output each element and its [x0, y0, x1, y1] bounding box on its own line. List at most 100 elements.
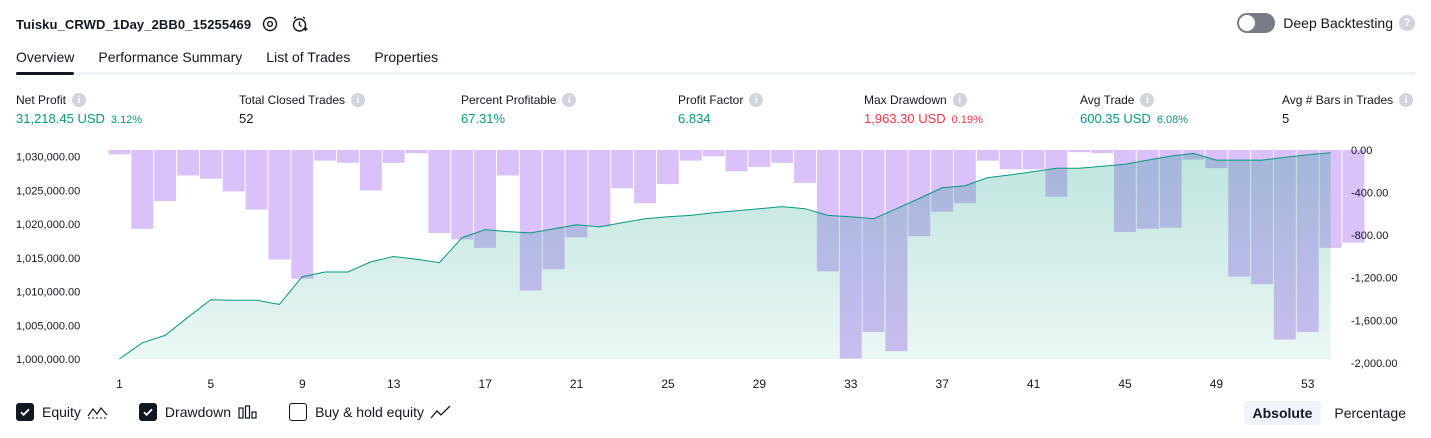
drawdown-bar — [405, 150, 428, 154]
x-axis-tick: 9 — [299, 377, 306, 391]
left-axis-tick: 1,010,000.00 — [16, 287, 80, 299]
legend-buy-hold[interactable]: Buy & hold equity — [289, 403, 452, 421]
metric-avg-trade: Avg Trade i 600.35 USD 6.08% — [1080, 93, 1188, 126]
drawdown-bar — [382, 150, 405, 163]
metric-value: 1,963.30 USD — [864, 111, 946, 126]
metric-max-drawdown: Max Drawdown i 1,963.30 USD 0.19% — [864, 93, 983, 126]
right-axis-tick: 0.00 — [1351, 145, 1372, 157]
info-icon[interactable]: i — [1399, 93, 1414, 107]
drawdown-bar — [794, 150, 816, 183]
metric-profit-factor: Profit Factor i 6.834 — [678, 93, 764, 126]
absolute-button[interactable]: Absolute — [1243, 401, 1322, 425]
right-axis-tick: -400.00 — [1351, 188, 1388, 200]
drawdown-bar — [1022, 150, 1045, 170]
x-axis-tick: 21 — [570, 377, 584, 391]
drawdown-bar — [451, 150, 474, 240]
info-icon[interactable]: i — [1140, 93, 1155, 107]
legend-label: Buy & hold equity — [315, 404, 425, 420]
left-axis-tick: 1,005,000.00 — [16, 320, 80, 332]
x-axis-tick: 53 — [1301, 377, 1315, 391]
tab-performance-summary[interactable]: Performance Summary — [98, 49, 243, 65]
x-axis-tick: 45 — [1118, 377, 1132, 391]
legend-label: Equity — [42, 404, 81, 420]
drawdown-bar — [1342, 150, 1365, 243]
help-icon[interactable]: ? — [1399, 15, 1415, 31]
equity-line — [119, 152, 1331, 360]
percentage-button[interactable]: Percentage — [1334, 405, 1406, 421]
value-mode-switch: Absolute Percentage — [1240, 401, 1416, 425]
x-axis-tick: 17 — [479, 377, 493, 391]
drawdown-bar — [611, 150, 634, 189]
equity-drawdown-chart[interactable]: 1,030,000.00 1,025,000.00 1,020,000.00 1,01… — [0, 138, 1431, 396]
tab-bar: Overview Performance Summary List of Tra… — [16, 46, 1415, 75]
metrics-row: Net Profit i 31,218.45 USD 3.12% Total Clo… — [16, 93, 1415, 129]
metric-label: Percent Profitable — [461, 93, 557, 107]
drawdown-bar — [428, 150, 451, 233]
x-axis-tick: 1 — [116, 377, 123, 391]
right-axis-tick: -1,600.00 — [1351, 315, 1397, 327]
alarm-add-icon[interactable] — [289, 13, 311, 35]
metric-pct: 0.19% — [951, 114, 983, 126]
x-axis-tick: 33 — [844, 377, 858, 391]
drawdown-bar — [702, 150, 725, 157]
legend-drawdown[interactable]: Drawdown — [138, 403, 259, 421]
drawdown-bar — [679, 150, 702, 161]
metric-label: Avg Trade — [1080, 93, 1135, 107]
drawdown-bar — [1068, 150, 1091, 153]
metric-pct: 6.08% — [1156, 114, 1189, 126]
metric-value: 6.834 — [678, 111, 711, 126]
tab-overview[interactable]: Overview — [16, 46, 75, 75]
metric-label: Avg # Bars in Trades — [1282, 93, 1394, 107]
info-icon[interactable]: i — [72, 93, 87, 107]
drawdown-bar — [291, 150, 314, 279]
left-axis-tick: 1,020,000.00 — [16, 219, 80, 231]
chart-legend: Equity Drawdown Buy & hold equity — [16, 403, 482, 421]
strategy-header: Tuisku_CRWD_1Day_2BB0_15255469 — [16, 12, 311, 36]
drawdown-bar — [588, 150, 611, 227]
drawdown-bar — [337, 150, 359, 163]
x-axis-tick: 29 — [753, 377, 767, 391]
drawdown-bar — [474, 150, 496, 248]
x-axis: 1 5 9 13 17 21 25 29 33 37 41 45 49 53 — [116, 377, 1315, 391]
metric-label: Total Closed Trades — [239, 93, 346, 107]
drawdown-bar — [108, 150, 131, 155]
drawdown-bar — [222, 150, 245, 192]
tab-properties[interactable]: Properties — [374, 49, 439, 65]
drawdown-bar — [314, 150, 337, 161]
drawdown-bar — [131, 150, 154, 229]
metric-avg-bars: Avg # Bars in Trades i 5 — [1282, 93, 1414, 126]
metric-pct: 3.12% — [110, 114, 143, 126]
metric-net-profit: Net Profit i 31,218.45 USD 3.12% — [16, 93, 142, 126]
drawdown-bar — [999, 150, 1022, 170]
info-icon[interactable]: i — [351, 93, 366, 107]
drawdown-checkbox[interactable] — [138, 403, 157, 421]
tab-list-of-trades[interactable]: List of Trades — [266, 49, 351, 65]
bar-chart-icon — [237, 405, 259, 419]
left-axis-tick: 1,025,000.00 — [16, 186, 80, 198]
buy-hold-checkbox[interactable] — [289, 403, 308, 421]
drawdown-bar — [976, 150, 999, 161]
equity-checkbox[interactable] — [16, 403, 34, 421]
drawdown-bar — [268, 150, 291, 260]
left-axis: 1,030,000.00 1,025,000.00 1,020,000.00 1,01… — [16, 152, 80, 366]
drawdown-bar — [748, 150, 771, 167]
info-icon[interactable]: i — [749, 93, 764, 107]
equity-area — [119, 152, 1331, 359]
info-icon[interactable]: i — [562, 93, 577, 107]
gear-icon[interactable] — [259, 13, 281, 35]
x-axis-tick: 5 — [208, 377, 215, 391]
metric-label: Max Drawdown — [864, 93, 947, 107]
right-axis-tick: -2,000.00 — [1351, 358, 1397, 370]
drawdown-bar — [497, 150, 519, 176]
metric-label: Net Profit — [16, 93, 67, 107]
drawdown-bar — [199, 150, 222, 179]
metric-value: 5 — [1282, 111, 1290, 126]
legend-equity[interactable]: Equity — [16, 403, 109, 421]
x-axis-tick: 41 — [1027, 377, 1041, 391]
info-icon[interactable]: i — [952, 93, 967, 107]
metric-percent-profitable: Percent Profitable i 67.31% — [461, 93, 577, 126]
deep-backtesting-label: Deep Backtesting — [1283, 15, 1393, 31]
x-axis-tick: 37 — [936, 377, 950, 391]
deep-backtesting-toggle[interactable] — [1237, 13, 1276, 33]
deep-backtesting: Deep Backtesting ? — [1237, 13, 1415, 33]
